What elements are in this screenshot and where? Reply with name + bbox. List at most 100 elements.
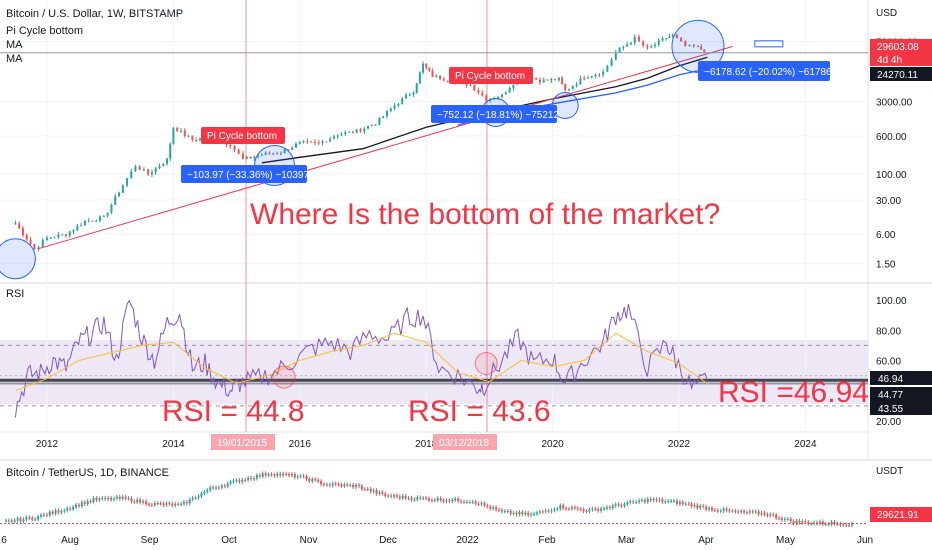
candle-body-167	[650, 46, 653, 48]
candle-body-44	[183, 130, 186, 136]
lower-body-104	[308, 478, 311, 482]
candle-body-80	[321, 141, 324, 143]
rsi-badge-value	[870, 371, 932, 385]
lower-body-93	[276, 473, 279, 476]
lower-body-121	[357, 484, 360, 486]
lower-body-269	[789, 518, 792, 522]
indicator-ma-2[interactable]: MA	[6, 53, 23, 65]
lower-body-42	[127, 498, 130, 500]
lower-body-208	[611, 505, 614, 508]
candle-body-87	[348, 131, 351, 133]
lower-body-19	[60, 511, 63, 513]
lower-body-265	[778, 518, 781, 520]
lower-body-251	[737, 511, 740, 513]
candle-body-14	[68, 231, 71, 236]
y-tick-rsi-3: 20.00	[876, 417, 901, 428]
lower-body-35	[107, 497, 110, 500]
candle-body-92	[367, 125, 370, 129]
candle-body-181	[703, 49, 706, 53]
lower-body-192	[565, 508, 568, 510]
lower-body-2	[10, 520, 13, 522]
lower-body-174	[512, 512, 515, 514]
lower-body-225	[661, 499, 664, 502]
lower-body-156	[460, 501, 463, 503]
lower-body-271	[795, 520, 798, 524]
candle-body-91	[363, 128, 366, 132]
lower-body-288	[845, 524, 848, 526]
lower-body-260	[763, 512, 766, 515]
lower-body-58	[174, 503, 177, 506]
lower-body-109	[322, 484, 325, 486]
lower-body-134	[395, 495, 398, 497]
lower-body-193	[568, 508, 571, 510]
candle-body-149	[579, 78, 582, 85]
lower-body-117	[346, 484, 349, 486]
candle-body-111	[435, 75, 438, 77]
candle-body-110	[431, 70, 434, 77]
candle-body-59	[241, 153, 244, 159]
lower-body-144	[425, 498, 428, 500]
lower-body-92	[273, 474, 276, 476]
lower-body-8	[28, 517, 31, 519]
lower-x-tick-1: Aug	[61, 535, 79, 546]
candle-body-5	[33, 244, 36, 249]
lower-body-235	[690, 503, 693, 507]
candle-body-73	[295, 143, 298, 148]
lower-body-233	[684, 503, 687, 505]
candle-body-22	[99, 216, 102, 221]
indicator-pi-cycle[interactable]: Pi Cycle bottom	[6, 25, 83, 37]
lower-body-139	[410, 497, 413, 500]
lower-body-80	[238, 480, 241, 482]
symbol-title: Bitcoin / U.S. Dollar, 1W, BITSTAMP	[6, 8, 183, 20]
lower-body-266	[780, 518, 783, 520]
lower-body-18	[57, 510, 60, 513]
lower-body-263	[772, 514, 775, 516]
lower-title: Bitcoin / TetherUS, 1D, BINANCE	[6, 467, 169, 479]
lower-body-185	[544, 510, 547, 512]
lower-body-96	[285, 473, 288, 475]
lower-body-268	[786, 518, 789, 520]
lower-body-155	[457, 498, 460, 502]
lower-body-180	[530, 514, 533, 516]
lower-body-68	[203, 491, 206, 494]
candle-body-154	[598, 74, 601, 76]
lower-body-129	[381, 492, 384, 494]
lower-body-226	[664, 501, 667, 503]
lower-body-85	[252, 478, 255, 480]
candle-body-140	[546, 79, 549, 81]
lower-body-157	[463, 501, 466, 503]
lower-body-11	[37, 516, 40, 520]
rsi-badge-signal	[870, 387, 932, 401]
candle-body-114	[446, 80, 449, 82]
lower-body-219	[643, 499, 646, 502]
lower-body-114	[337, 484, 340, 486]
lower-body-45	[136, 499, 139, 503]
lower-body-69	[206, 490, 209, 492]
candle-body-166	[646, 45, 649, 48]
lower-body-221	[649, 498, 652, 501]
candle-body-23	[102, 215, 105, 217]
lower-body-56	[168, 503, 171, 505]
candle-body-8	[46, 237, 48, 241]
x-tick-2016: 2016	[289, 439, 312, 450]
lower-body-46	[139, 499, 142, 503]
candle-body-40	[169, 143, 172, 159]
candle-body-20	[91, 220, 94, 222]
lower-body-3	[13, 520, 16, 522]
candle-body-88	[351, 131, 354, 133]
lower-body-146	[430, 499, 433, 501]
candle-body-77	[310, 141, 313, 143]
indicator-ma-1[interactable]: MA	[6, 39, 23, 51]
candle-body-90	[359, 129, 362, 132]
candle-body-131	[512, 84, 515, 89]
measure-label-1: −103.97 (−33.36%) −10397	[187, 170, 309, 181]
candle-body-41	[172, 127, 175, 144]
lower-x-tick-10: May	[776, 535, 795, 546]
candle-body-106	[418, 72, 421, 84]
lower-body-23	[72, 506, 75, 510]
lower-body-172	[506, 511, 509, 513]
lower-body-202	[594, 508, 597, 510]
candle-body-24	[106, 212, 109, 216]
lower-x-tick-6: 2022	[456, 535, 479, 546]
